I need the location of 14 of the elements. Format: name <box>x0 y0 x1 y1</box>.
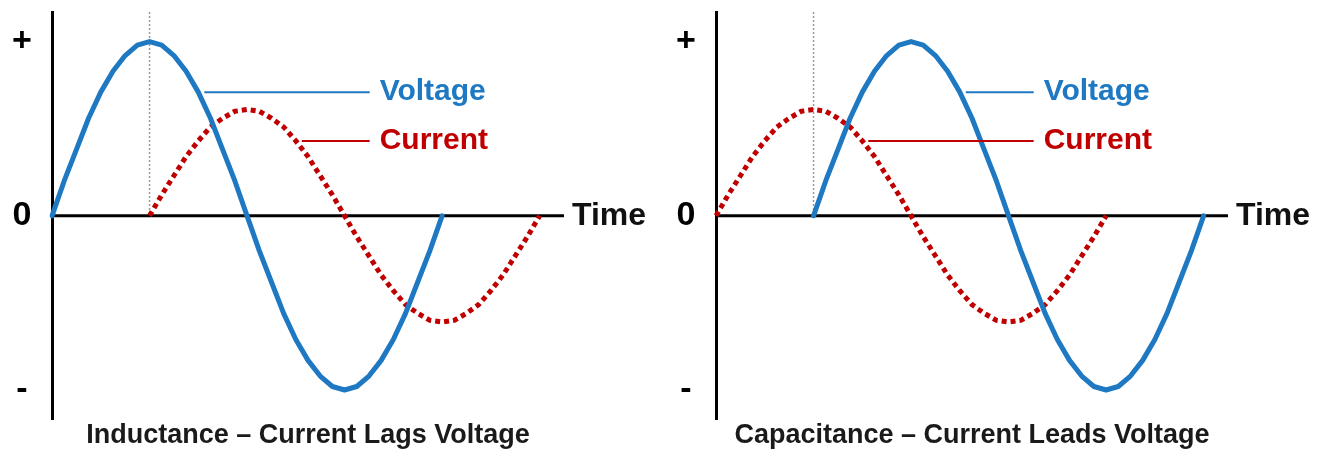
text: + <box>676 19 696 58</box>
text: - <box>680 368 692 407</box>
text: Voltage <box>379 73 486 107</box>
text: Current <box>1043 122 1153 156</box>
legend-label: Current <box>379 122 489 156</box>
text: + <box>12 19 32 58</box>
text: Capacitance – Current Leads Voltage <box>734 419 1210 450</box>
text: 0 <box>676 194 696 233</box>
x-axis-title: Time <box>572 195 647 232</box>
text: 0 <box>12 194 32 233</box>
text: - <box>16 368 28 407</box>
legend-label: Voltage <box>1043 73 1150 107</box>
x-axis-title: Time <box>1236 195 1311 232</box>
text: Inductance – Current Lags Voltage <box>86 419 530 450</box>
